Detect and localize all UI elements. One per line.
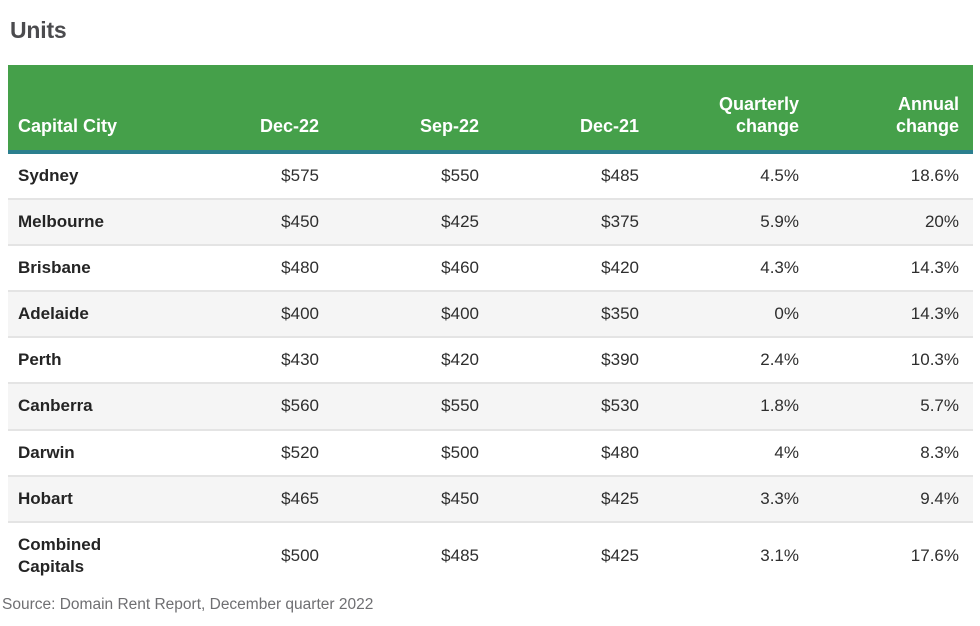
cell-annual-change: 9.4% — [813, 474, 973, 522]
cell-dec21: $375 — [493, 198, 653, 246]
cell-annual-change: 18.6% — [910, 166, 959, 185]
cell-sep22: $450 — [333, 474, 493, 522]
page-title: Units — [10, 17, 67, 44]
cell-annual-change: 14.3% — [813, 244, 973, 292]
cell-dec21: $425 — [493, 474, 653, 522]
header-row: Capital City Dec-22 Sep-22 Dec-21 Quarte… — [8, 65, 973, 154]
table-row-hobart: Hobart $465 $450 $425 3.3% 9.4% — [8, 474, 973, 522]
cell-sep22: $425 — [333, 198, 493, 246]
table-body: Sydney $575 $550 $485 4.5% 18.6% Melbour… — [8, 152, 973, 589]
cell-dec22: $480 — [173, 244, 333, 292]
table-row-canberra: Canberra $560 $550 $530 1.8% 5.7% — [8, 382, 973, 430]
cell-city: Perth — [8, 336, 173, 384]
cell-sep22: $460 — [333, 244, 493, 292]
cell-annual-change: 10.3% — [813, 336, 973, 384]
cell-quarterly-change: 3.3% — [653, 474, 813, 522]
source-caption: Source: Domain Rent Report, December qua… — [2, 596, 374, 613]
cell-sep22: $485 — [333, 520, 493, 589]
units-rent-table: Capital City Dec-22 Sep-22 Dec-21 Quarte… — [8, 65, 973, 589]
cell-dec21: $480 — [493, 428, 653, 476]
cell-annual-change: 5.7% — [813, 382, 973, 430]
cell-sep22: $550 — [441, 166, 479, 185]
cell-annual-change: 20% — [813, 198, 973, 246]
cell-quarterly-change: 4.3% — [653, 244, 813, 292]
cell-city: Hobart — [8, 474, 173, 522]
cell-dec22: $500 — [173, 520, 333, 589]
cell-dec22: $400 — [173, 290, 333, 338]
cell-quarterly-change: 2.4% — [653, 336, 813, 384]
cell-city: Darwin — [8, 428, 173, 476]
table-header: Capital City Dec-22 Sep-22 Dec-21 Quarte… — [8, 65, 973, 154]
cell-dec22: $560 — [173, 382, 333, 430]
cell-city: Melbourne — [8, 198, 173, 246]
col-header-quarterly-change: Quarterly change — [653, 65, 813, 154]
cell-dec21: $350 — [493, 290, 653, 338]
cell-quarterly-change: 4% — [653, 428, 813, 476]
cell-sep22: $420 — [333, 336, 493, 384]
cell-dec22: $450 — [173, 198, 333, 246]
table-row-sydney: Sydney $575 $550 $485 4.5% 18.6% — [8, 152, 973, 199]
cell-sep22: $550 — [333, 382, 493, 430]
cell-dec22: $430 — [173, 336, 333, 384]
cell-city: Adelaide — [8, 290, 173, 338]
cell-dec21: $390 — [493, 336, 653, 384]
col-header-dec-21: Dec-21 — [493, 65, 653, 154]
table-row-melbourne: Melbourne $450 $425 $375 5.9% 20% — [8, 198, 973, 246]
cell-dec22: $465 — [173, 474, 333, 522]
col-header-dec-22: Dec-22 — [173, 65, 333, 154]
cell-dec22: $520 — [173, 428, 333, 476]
cell-annual-change: 17.6% — [813, 520, 973, 589]
cell-city: Brisbane — [8, 244, 173, 292]
cell-city: Combined Capitals — [8, 520, 173, 589]
cell-quarterly-change: 3.1% — [653, 520, 813, 589]
cell-sep22: $500 — [333, 428, 493, 476]
table-row-adelaide: Adelaide $400 $400 $350 0% 14.3% — [8, 290, 973, 338]
cell-sep22: $400 — [333, 290, 493, 338]
cell-city: Sydney — [18, 166, 79, 185]
cell-dec21: $530 — [493, 382, 653, 430]
cell-quarterly-change: 0% — [653, 290, 813, 338]
table-row-combined-capitals: Combined Capitals $500 $485 $425 3.1% 17… — [8, 520, 973, 589]
cell-annual-change: 8.3% — [813, 428, 973, 476]
cell-annual-change: 14.3% — [813, 290, 973, 338]
cell-dec21: $420 — [493, 244, 653, 292]
cell-quarterly-change: 4.5% — [760, 166, 799, 185]
table-row-brisbane: Brisbane $480 $460 $420 4.3% 14.3% — [8, 244, 973, 292]
cell-quarterly-change: 5.9% — [653, 198, 813, 246]
cell-dec21: $425 — [493, 520, 653, 589]
cell-quarterly-change: 1.8% — [653, 382, 813, 430]
cell-dec21: $485 — [601, 166, 639, 185]
cell-dec22: $575 — [281, 166, 319, 185]
cell-city: Canberra — [8, 382, 173, 430]
col-header-annual-change: Annual change — [813, 65, 973, 154]
col-header-capital-city: Capital City — [8, 65, 173, 154]
table-row-perth: Perth $430 $420 $390 2.4% 10.3% — [8, 336, 973, 384]
table-row-darwin: Darwin $520 $500 $480 4% 8.3% — [8, 428, 973, 476]
col-header-sep-22: Sep-22 — [333, 65, 493, 154]
